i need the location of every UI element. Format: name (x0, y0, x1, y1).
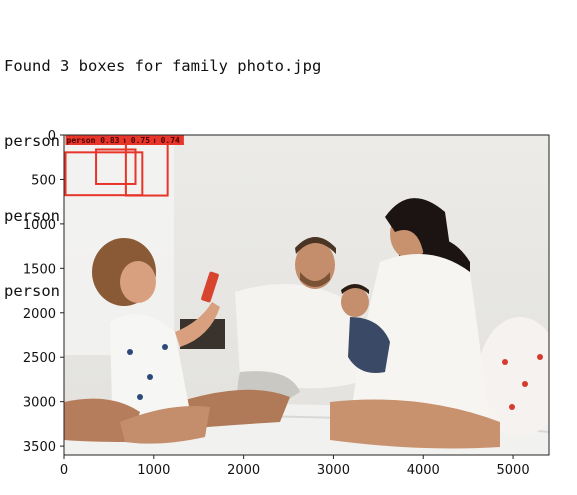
x-tick-label: 5000 (497, 463, 530, 478)
y-tick-label: 3500 (23, 440, 56, 455)
x-tick-label: 1000 (137, 463, 170, 478)
plot-frame (63, 134, 550, 456)
output-line: Found 3 boxes for family photo.jpg (4, 57, 322, 75)
y-tick-label: 1500 (23, 262, 56, 277)
detection-label-bg (125, 135, 184, 145)
family-photo-image (64, 135, 549, 455)
x-tick-label: 2000 (227, 463, 260, 478)
detection-label-bg (96, 135, 155, 145)
x-tick-label: 4000 (407, 463, 440, 478)
detection-label-bg (65, 135, 124, 145)
y-axis: 0 500 1000 1500 2000 2500 3000 3500 (23, 129, 64, 455)
x-tick-label: 3000 (317, 463, 350, 478)
detection-box (95, 148, 137, 185)
y-tick-label: 0 (48, 129, 56, 144)
detection-box (64, 151, 144, 197)
y-tick-label: 500 (31, 173, 56, 188)
x-tick-label: 0 (60, 463, 68, 478)
y-tick-label: 2500 (23, 351, 56, 366)
detection-label: person 0.83 (67, 136, 120, 145)
x-axis: 0 1000 2000 3000 4000 5000 (60, 455, 530, 478)
y-tick-label: 3000 (23, 396, 56, 411)
y-tick-label: 1000 (23, 218, 56, 233)
detection-label: person 0.75 (97, 136, 150, 145)
y-tick-label: 2000 (23, 307, 56, 322)
